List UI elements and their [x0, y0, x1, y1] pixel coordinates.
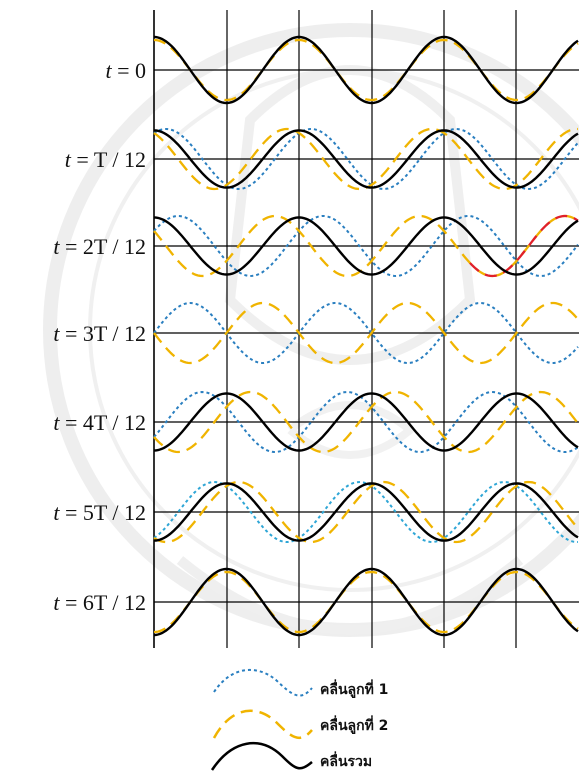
legend-sum-swatch — [210, 741, 313, 771]
sum-curve — [153, 129, 579, 189]
sum-curve — [153, 216, 579, 276]
sum-curve — [153, 567, 579, 637]
legend-wave1-swatch — [213, 668, 313, 697]
wave2-curve — [153, 38, 579, 102]
row-time-label: t = 3T / 12 — [53, 321, 146, 346]
sum-curve — [153, 35, 579, 105]
legend-sum-label: คลื่นรวม — [320, 751, 372, 770]
wave-row: t = 0 — [105, 35, 579, 105]
legend-wave2-swatch — [212, 709, 313, 740]
wave-row: t = 2T / 12 — [53, 214, 579, 278]
row-time-label: t = 6T / 12 — [53, 590, 146, 615]
wave1-curve — [153, 301, 579, 365]
wave1-curve — [153, 390, 579, 454]
sum-curve — [153, 392, 579, 452]
row-time-label: t = 0 — [105, 58, 146, 83]
wave-row: t = 5T / 12 — [53, 480, 579, 544]
row-time-label: t = 2T / 12 — [53, 234, 146, 259]
wave1-curve — [153, 480, 578, 544]
row-time-label: t = 5T / 12 — [53, 500, 146, 525]
wave-row: t = T / 12 — [65, 127, 579, 191]
legend-wave1-label: คลื่นลูกที่ 1 — [320, 679, 388, 698]
wave-rows: t = 0 t = T / 12 t = 2T / 12 t = 3T / 12 t =… — [53, 35, 579, 637]
row-time-label: t = 4T / 12 — [53, 410, 146, 435]
wave-row: t = 3T / 12 — [53, 301, 579, 365]
wave-row: t = 6T / 12 — [53, 567, 579, 637]
wave-row: t = 4T / 12 — [53, 390, 579, 454]
highlight-curve — [469, 214, 579, 278]
wave2-curve — [153, 570, 579, 634]
row-time-label: t = T / 12 — [65, 147, 146, 172]
wave1-curve — [153, 214, 579, 278]
wave1-curve — [153, 127, 579, 191]
vertical-grid-lines — [153, 10, 517, 648]
university-seal-watermark — [43, 23, 579, 637]
legend-wave2-label: คลื่นลูกที่ 2 — [320, 715, 388, 734]
legend: คลื่นลูกที่ 1 คลื่นลูกที่ 2 คลื่นรวม — [210, 668, 388, 771]
sum-curve — [153, 482, 579, 542]
